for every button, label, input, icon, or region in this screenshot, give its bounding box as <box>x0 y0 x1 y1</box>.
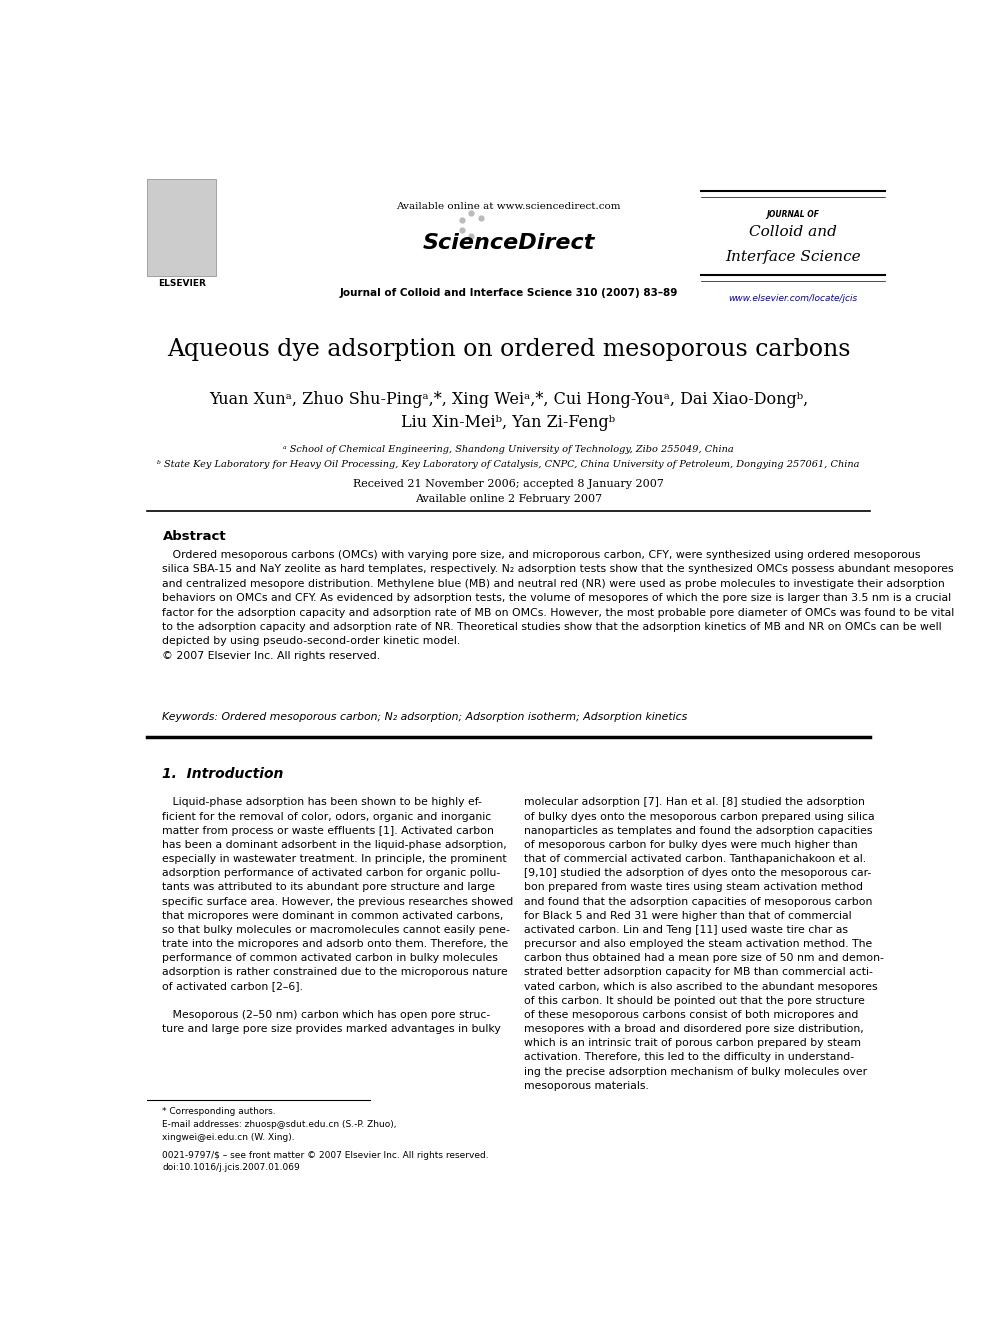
Text: E-mail addresses: zhuosp@sdut.edu.cn (S.-P. Zhuo),: E-mail addresses: zhuosp@sdut.edu.cn (S.… <box>163 1121 397 1130</box>
Text: Received 21 November 2006; accepted 8 January 2007: Received 21 November 2006; accepted 8 Ja… <box>353 479 664 488</box>
Text: Ordered mesoporous carbons (OMCs) with varying pore size, and microporous carbon: Ordered mesoporous carbons (OMCs) with v… <box>163 550 954 660</box>
Text: Liu Xin-Meiᵇ, Yan Zi-Fengᵇ: Liu Xin-Meiᵇ, Yan Zi-Fengᵇ <box>402 414 615 431</box>
Text: ELSEVIER: ELSEVIER <box>158 279 205 288</box>
Text: Journal of Colloid and Interface Science 310 (2007) 83–89: Journal of Colloid and Interface Science… <box>339 288 678 298</box>
Text: Available online 2 February 2007: Available online 2 February 2007 <box>415 493 602 504</box>
Text: * Corresponding authors.: * Corresponding authors. <box>163 1107 276 1117</box>
Text: Available online at www.sciencedirect.com: Available online at www.sciencedirect.co… <box>396 201 621 210</box>
Text: 1.  Introduction: 1. Introduction <box>163 767 284 781</box>
Text: Liquid-phase adsorption has been shown to be highly ef-
ficient for the removal : Liquid-phase adsorption has been shown t… <box>163 798 514 1035</box>
Text: Colloid and: Colloid and <box>749 225 837 239</box>
Text: 0021-9797/$ – see front matter © 2007 Elsevier Inc. All rights reserved.: 0021-9797/$ – see front matter © 2007 El… <box>163 1151 489 1160</box>
FancyBboxPatch shape <box>147 179 216 277</box>
Text: Keywords: Ordered mesoporous carbon; N₂ adsorption; Adsorption isotherm; Adsorpt: Keywords: Ordered mesoporous carbon; N₂ … <box>163 712 687 722</box>
Text: www.elsevier.com/locate/jcis: www.elsevier.com/locate/jcis <box>728 294 857 303</box>
Text: molecular adsorption [7]. Han et al. [8] studied the adsorption
of bulky dyes on: molecular adsorption [7]. Han et al. [8]… <box>524 798 884 1090</box>
Text: ᵃ School of Chemical Engineering, Shandong University of Technology, Zibo 255049: ᵃ School of Chemical Engineering, Shando… <box>283 445 734 454</box>
Text: Yuan Xunᵃ, Zhuo Shu-Pingᵃ,*, Xing Weiᵃ,*, Cui Hong-Youᵃ, Dai Xiao-Dongᵇ,: Yuan Xunᵃ, Zhuo Shu-Pingᵃ,*, Xing Weiᵃ,*… <box>208 392 808 407</box>
Text: Aqueous dye adsorption on ordered mesoporous carbons: Aqueous dye adsorption on ordered mesopo… <box>167 339 850 361</box>
Text: JOURNAL OF: JOURNAL OF <box>767 209 819 218</box>
Text: doi:10.1016/j.jcis.2007.01.069: doi:10.1016/j.jcis.2007.01.069 <box>163 1163 301 1172</box>
Text: Abstract: Abstract <box>163 529 226 542</box>
Text: ᵇ State Key Laboratory for Heavy Oil Processing, Key Laboratory of Catalysis, CN: ᵇ State Key Laboratory for Heavy Oil Pro… <box>157 460 860 470</box>
Text: xingwei@ei.edu.cn (W. Xing).: xingwei@ei.edu.cn (W. Xing). <box>163 1132 295 1142</box>
Text: ScienceDirect: ScienceDirect <box>423 233 594 253</box>
Text: Interface Science: Interface Science <box>725 250 861 265</box>
